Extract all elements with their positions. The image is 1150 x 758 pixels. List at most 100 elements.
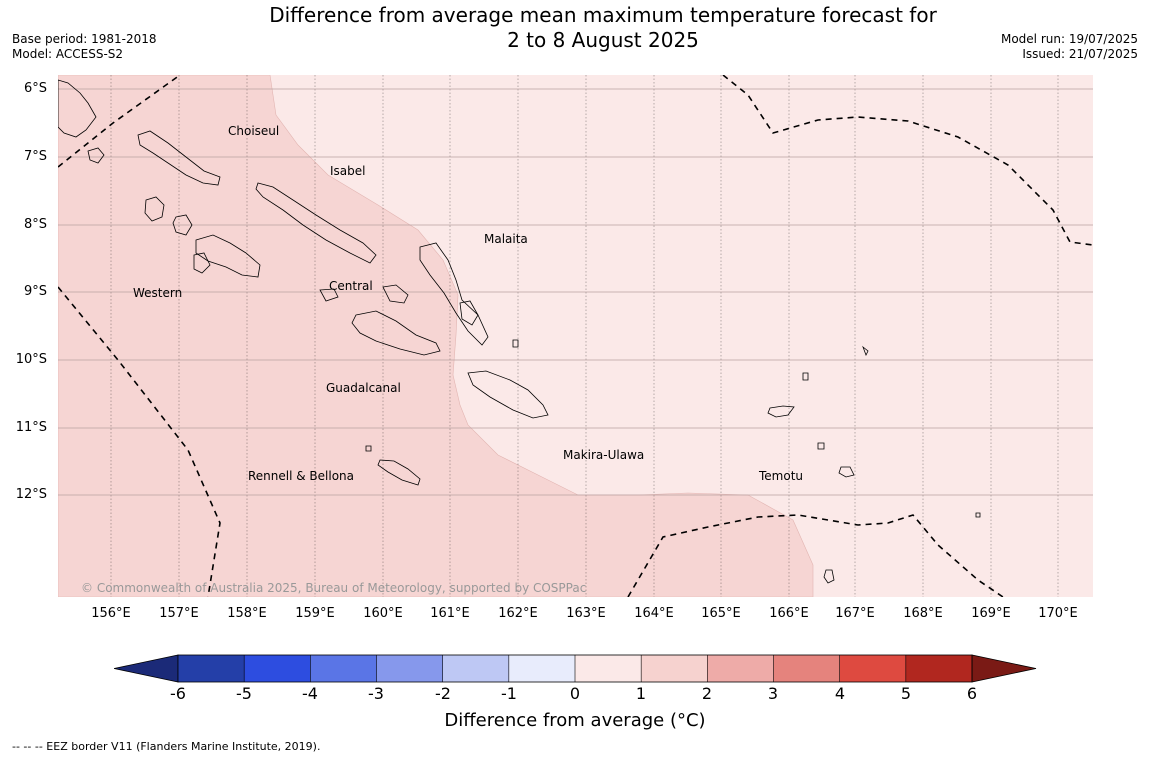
lat-label-9s: 9°S [23,284,47,299]
lon-label-159e: 159°E [295,606,335,621]
makira-coast [467,370,549,419]
lat-label-6s: 6°S [23,81,47,96]
place-label-malaita: Malaita [484,232,528,246]
colorbar-segment [575,655,642,682]
coastlines [58,79,981,584]
vanikoro-coast [838,466,855,478]
eez-footnote: -- -- -- EEZ border V11 (Flanders Marine… [12,740,321,753]
graticule-parallels [58,88,1093,496]
colorbar [114,654,1037,683]
lat-label-11s: 11°S [15,420,47,435]
tikopia-coast [823,569,835,584]
colorbar-under-arrow [114,654,179,683]
shortland-islands [87,147,105,164]
colorbar-segment [508,655,576,682]
lat-label-7s: 7°S [23,149,47,164]
colorbar-tick-minus6: -6 [170,684,186,703]
colorbar-segments [178,655,973,682]
place-label-guadalcanal: Guadalcanal [326,381,401,395]
colorbar-tick-0: 0 [569,684,581,703]
colorbar-segment [310,655,377,682]
colorbar-segment [244,655,311,682]
reef-islands [802,372,809,381]
duff-islands [862,345,869,356]
colorbar-segment [773,655,840,682]
eez-borders [58,75,1093,597]
colorbar-label: Difference from average (°C) [444,710,706,731]
place-label-western: Western [133,286,182,300]
colorbar-tick-minus3: -3 [368,684,384,703]
choiseul-coast [137,130,221,186]
colorbar-tick-2: 2 [701,684,713,703]
colorbar-tick-4: 4 [834,684,846,703]
lon-label-157e: 157°E [159,606,199,621]
copyright-notice: © Commonwealth of Australia 2025, Bureau… [81,581,586,595]
colorbar-tick-minus2: -2 [435,684,451,703]
rennell-coast [377,459,421,486]
issued-date: Issued: 21/07/2025 [1022,47,1138,61]
colorbar-tick-minus5: -5 [236,684,252,703]
colorbar-segment [905,655,973,682]
model-name: Model: ACCESS-S2 [12,47,124,61]
colorbar-tick-5: 5 [900,684,912,703]
colorbar-segment [707,655,774,682]
colorbar-segment [178,655,245,682]
place-label-central: Central [329,279,373,293]
graticule-meridians [110,75,1059,597]
maramasike-coast [459,300,479,326]
lon-label-167e: 167°E [835,606,875,621]
bougainville-coast [58,79,97,138]
place-labels: Choiseul Isabel Malaita Western Central … [133,124,803,483]
lat-label-10s: 10°S [15,352,47,367]
colorbar-segment [641,655,708,682]
rendova-coast [193,252,211,274]
lon-label-169e: 169°E [971,606,1011,621]
colorbar-tick-3: 3 [767,684,779,703]
colorbar-over-arrow [971,654,1037,683]
map-title-line2: 2 to 8 August 2025 [507,28,699,52]
nggela-islands [382,284,409,304]
anuta-island [975,512,981,518]
lon-label-158e: 158°E [227,606,267,621]
colorbar-tick-1: 1 [635,684,647,703]
santa-isabel-coast [255,182,377,264]
ulawa-island [512,339,519,348]
lon-label-166e: 166°E [769,606,809,621]
kolombangara-coast [172,214,193,236]
lon-label-162e: 162°E [498,606,538,621]
lat-label-12s: 12°S [15,487,47,502]
russell-islands [319,288,339,302]
colorbar-tick-minus1: -1 [501,684,517,703]
map-title-line1: Difference from average mean maximum tem… [269,3,937,27]
guadalcanal-coast [351,310,441,356]
malaita-coast [419,242,489,346]
utupua-coast [817,442,825,450]
map-canvas: Choiseul Isabel Malaita Western Central … [58,75,1093,597]
lat-label-8s: 8°S [23,217,47,232]
colorbar-tick-minus4: -4 [302,684,318,703]
lon-label-164e: 164°E [634,606,674,621]
new-georgia-coast [195,234,261,278]
colorbar-segment [839,655,907,682]
lon-label-168e: 168°E [903,606,943,621]
vella-lavella-coast [144,196,165,222]
nendo-coast [767,405,795,418]
colorbar-segment [376,655,443,682]
lon-label-163e: 163°E [566,606,606,621]
colorbar-outline [177,654,973,683]
place-label-makira-ulawa: Makira-Ulawa [563,448,644,462]
place-label-temotu: Temotu [758,469,803,483]
model-run: Model run: 19/07/2025 [1000,32,1138,46]
lon-label-160e: 160°E [363,606,403,621]
place-label-choiseul: Choiseul [228,124,279,138]
lon-label-161e: 161°E [430,606,470,621]
lon-label-156e: 156°E [91,606,131,621]
base-period: Base period: 1981-2018 [12,32,157,46]
lon-label-165e: 165°E [701,606,741,621]
bellona-coast [365,445,372,452]
map-panel[interactable]: Choiseul Isabel Malaita Western Central … [58,75,1093,597]
lon-label-170e: 170°E [1038,606,1078,621]
colorbar-segment [442,655,510,682]
place-label-isabel: Isabel [330,164,365,178]
place-label-rennell-bellona: Rennell & Bellona [248,469,354,483]
